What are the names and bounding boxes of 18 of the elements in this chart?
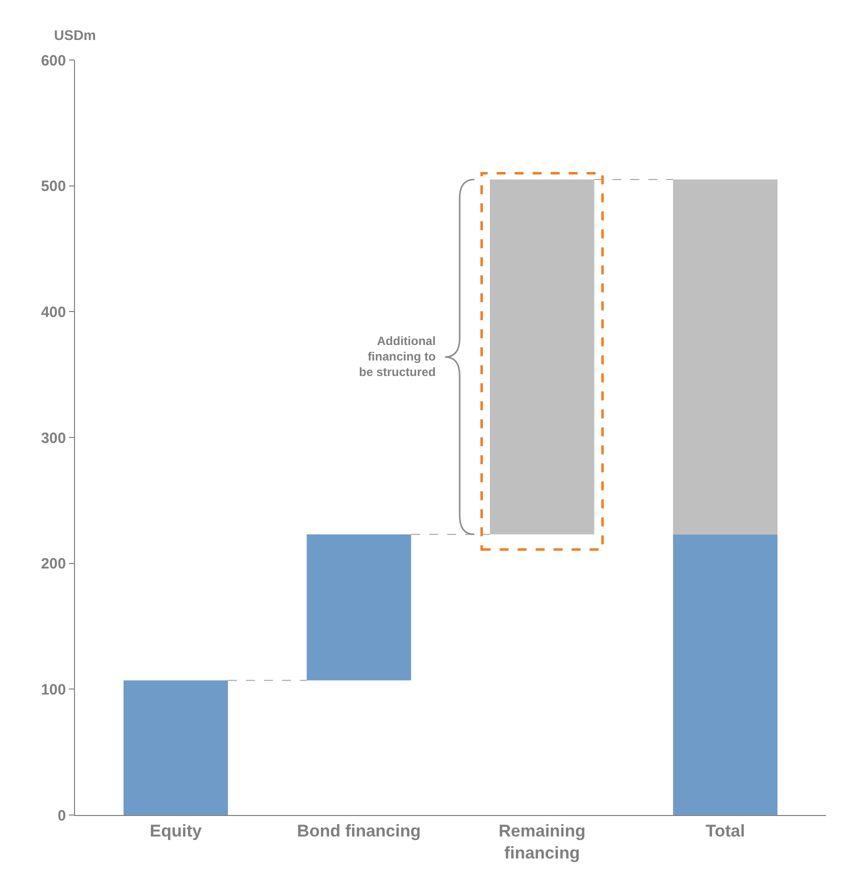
x-tick-label: Remaining financing [498, 821, 586, 862]
bar [673, 534, 778, 815]
x-tick-label: Equity [150, 821, 202, 840]
bar [673, 180, 778, 534]
x-tick-label: Bond financing [297, 821, 421, 840]
y-tick-label: 0 [58, 807, 66, 824]
y-tick-label: 600 [40, 52, 66, 70]
y-tick-label: 400 [40, 304, 66, 321]
y-tick-label: 100 [40, 681, 66, 698]
y-tick-label: 200 [40, 556, 66, 573]
y-tick-label: 500 [40, 178, 66, 196]
y-axis-title: USDm [54, 27, 96, 43]
bar [306, 534, 412, 680]
x-tick-label: Total [706, 821, 745, 840]
bar [124, 680, 228, 815]
annotation: Additional financing to be structured [359, 334, 436, 380]
bar [490, 180, 594, 534]
y-tick-label: 300 [40, 430, 66, 447]
